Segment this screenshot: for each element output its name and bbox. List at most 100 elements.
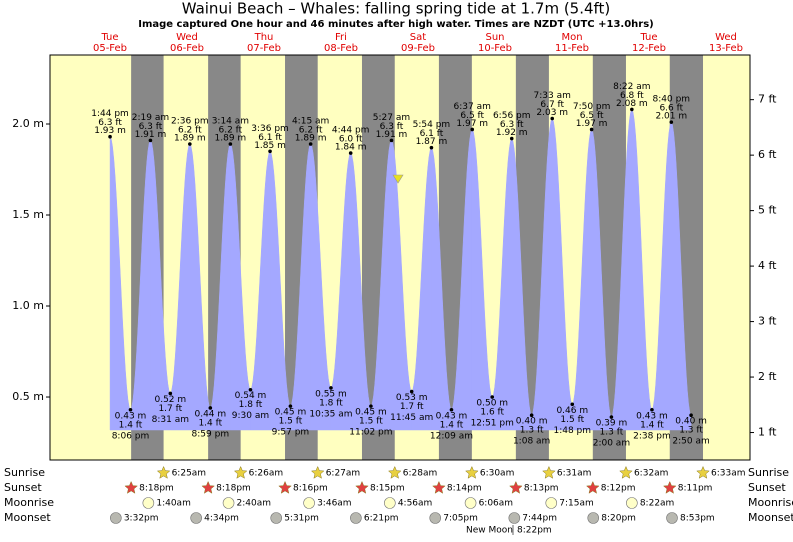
height-m-label: 1.93 m — [94, 126, 126, 136]
tide-segment — [109, 136, 131, 431]
day-name: Thu — [254, 32, 274, 43]
time-label: 6:37 am — [454, 102, 491, 112]
sunset-icon — [278, 480, 292, 494]
time-label: 8:06 pm — [112, 431, 150, 441]
moonrise-icon — [626, 497, 638, 509]
height-ft-label: 1.5 ft — [279, 417, 303, 427]
height-ft-label: 1.3 ft — [679, 426, 703, 436]
height-ft-label: 1.8 ft — [239, 400, 263, 410]
height-ft-label: 1.3 ft — [520, 426, 544, 436]
tide-segment — [451, 129, 473, 431]
height-ft-label: 6.0 ft — [339, 135, 363, 145]
height-ft-label: 6.6 ft — [659, 104, 683, 114]
height-ft-label: 6.5 ft — [580, 111, 604, 121]
row-label: Sunrise — [748, 466, 789, 479]
tide-point — [329, 386, 333, 390]
moonrise-icon — [303, 497, 315, 509]
moonrise-time: 7:15am — [559, 499, 594, 509]
moon-phase-time: 8:22pm — [517, 526, 552, 536]
sunrise-icon — [542, 465, 556, 479]
sunset-time: 8:14pm — [447, 484, 482, 494]
time-label: 8:59 pm — [192, 429, 230, 439]
height-ft-label: 1.4 ft — [119, 420, 143, 430]
y2-tick-label: 3 ft — [758, 315, 777, 328]
time-label: 1:08 am — [513, 437, 550, 447]
height-ft-label: 6.3 ft — [500, 120, 524, 130]
y2-tick-label: 6 ft — [758, 148, 777, 161]
time-label: 8:40 pm — [653, 95, 691, 105]
tide-segment — [230, 143, 251, 431]
moonset-time: 4:34pm — [204, 514, 239, 524]
day-date: 08-Feb — [324, 43, 358, 54]
moonset-time: 3:32pm — [124, 514, 159, 524]
sunset-icon — [509, 480, 523, 494]
tide-point — [348, 151, 353, 155]
moonrise-icon — [464, 497, 477, 509]
height-m-label: 0.50 m — [476, 399, 508, 409]
tide-point — [228, 142, 233, 146]
sunset-time: 8:13pm — [524, 484, 559, 494]
tide-point — [248, 387, 253, 392]
time-label: 8:22 am — [613, 82, 650, 92]
height-m-label: 1.84 m — [335, 143, 367, 153]
tide-point — [490, 395, 495, 399]
y-tick-label: 0.5 m — [12, 390, 44, 403]
day-date: 11-Feb — [555, 43, 589, 54]
moonrise-icon — [142, 497, 155, 509]
tide-segment — [170, 143, 191, 431]
height-m-label: 1.89 m — [295, 134, 327, 144]
day-name: Sun — [485, 32, 504, 43]
tide-point — [369, 404, 373, 408]
height-m-label: 0.43 m — [436, 411, 468, 421]
sunset-icon — [586, 480, 600, 494]
moonrise-icon — [222, 497, 235, 509]
day-name: Wed — [176, 32, 198, 43]
tide-segment — [671, 122, 692, 431]
moonrise-time: 4:56am — [398, 499, 433, 509]
height-m-label: 1.97 m — [576, 119, 608, 129]
time-label: 12:09 am — [430, 431, 473, 441]
sunrise-time: 6:25am — [172, 469, 207, 479]
tide-segment — [350, 152, 372, 431]
height-ft-label: 1.5 ft — [560, 415, 584, 425]
height-ft-label: 6.5 ft — [460, 111, 484, 121]
moonset-time: 7:44pm — [522, 514, 557, 524]
moonset-time: 5:31pm — [284, 514, 319, 524]
day-name: Sat — [410, 32, 426, 43]
moonset-icon — [587, 512, 600, 524]
tide-segment — [572, 129, 592, 431]
tide-segment — [150, 140, 171, 431]
height-m-label: 0.43 m — [115, 411, 147, 421]
tide-segment — [651, 122, 672, 431]
time-label: 5:54 pm — [413, 120, 451, 130]
height-ft-label: 6.8 ft — [620, 91, 644, 101]
tide-point — [550, 116, 555, 121]
sunrise-icon — [310, 465, 325, 479]
tide-point — [669, 120, 674, 124]
tide-point — [168, 391, 173, 396]
chart-subtitle: Image captured One hour and 46 minutes a… — [138, 19, 654, 30]
moonrise-time: 3:46am — [317, 499, 352, 509]
day-name: Tue — [639, 32, 657, 43]
time-label: 2:00 am — [593, 439, 630, 449]
height-m-label: 0.39 m — [596, 419, 628, 429]
height-m-label: 0.40 m — [675, 417, 707, 427]
height-m-label: 2.01 m — [655, 112, 687, 122]
tide-segment — [130, 140, 151, 431]
height-m-label: 2.08 m — [616, 99, 648, 109]
tide-segment — [391, 140, 412, 431]
time-label: 11:02 pm — [349, 428, 392, 438]
sunset-icon — [355, 480, 369, 494]
moonset-icon — [429, 512, 442, 524]
height-m-label: 0.45 m — [355, 408, 387, 418]
time-label: 1:44 pm — [91, 109, 129, 119]
moonset-time: 8:53pm — [680, 514, 715, 524]
height-ft-label: 1.8 ft — [319, 398, 343, 408]
moonset-time: 6:21pm — [364, 514, 399, 524]
row-label: Moonrise — [748, 496, 793, 509]
time-label: 4:15 am — [292, 117, 329, 127]
time-label: 2:36 pm — [171, 117, 209, 127]
height-ft-label: 1.4 ft — [440, 420, 464, 430]
height-ft-label: 6.2 ft — [178, 126, 202, 136]
height-ft-label: 1.6 ft — [480, 408, 504, 418]
